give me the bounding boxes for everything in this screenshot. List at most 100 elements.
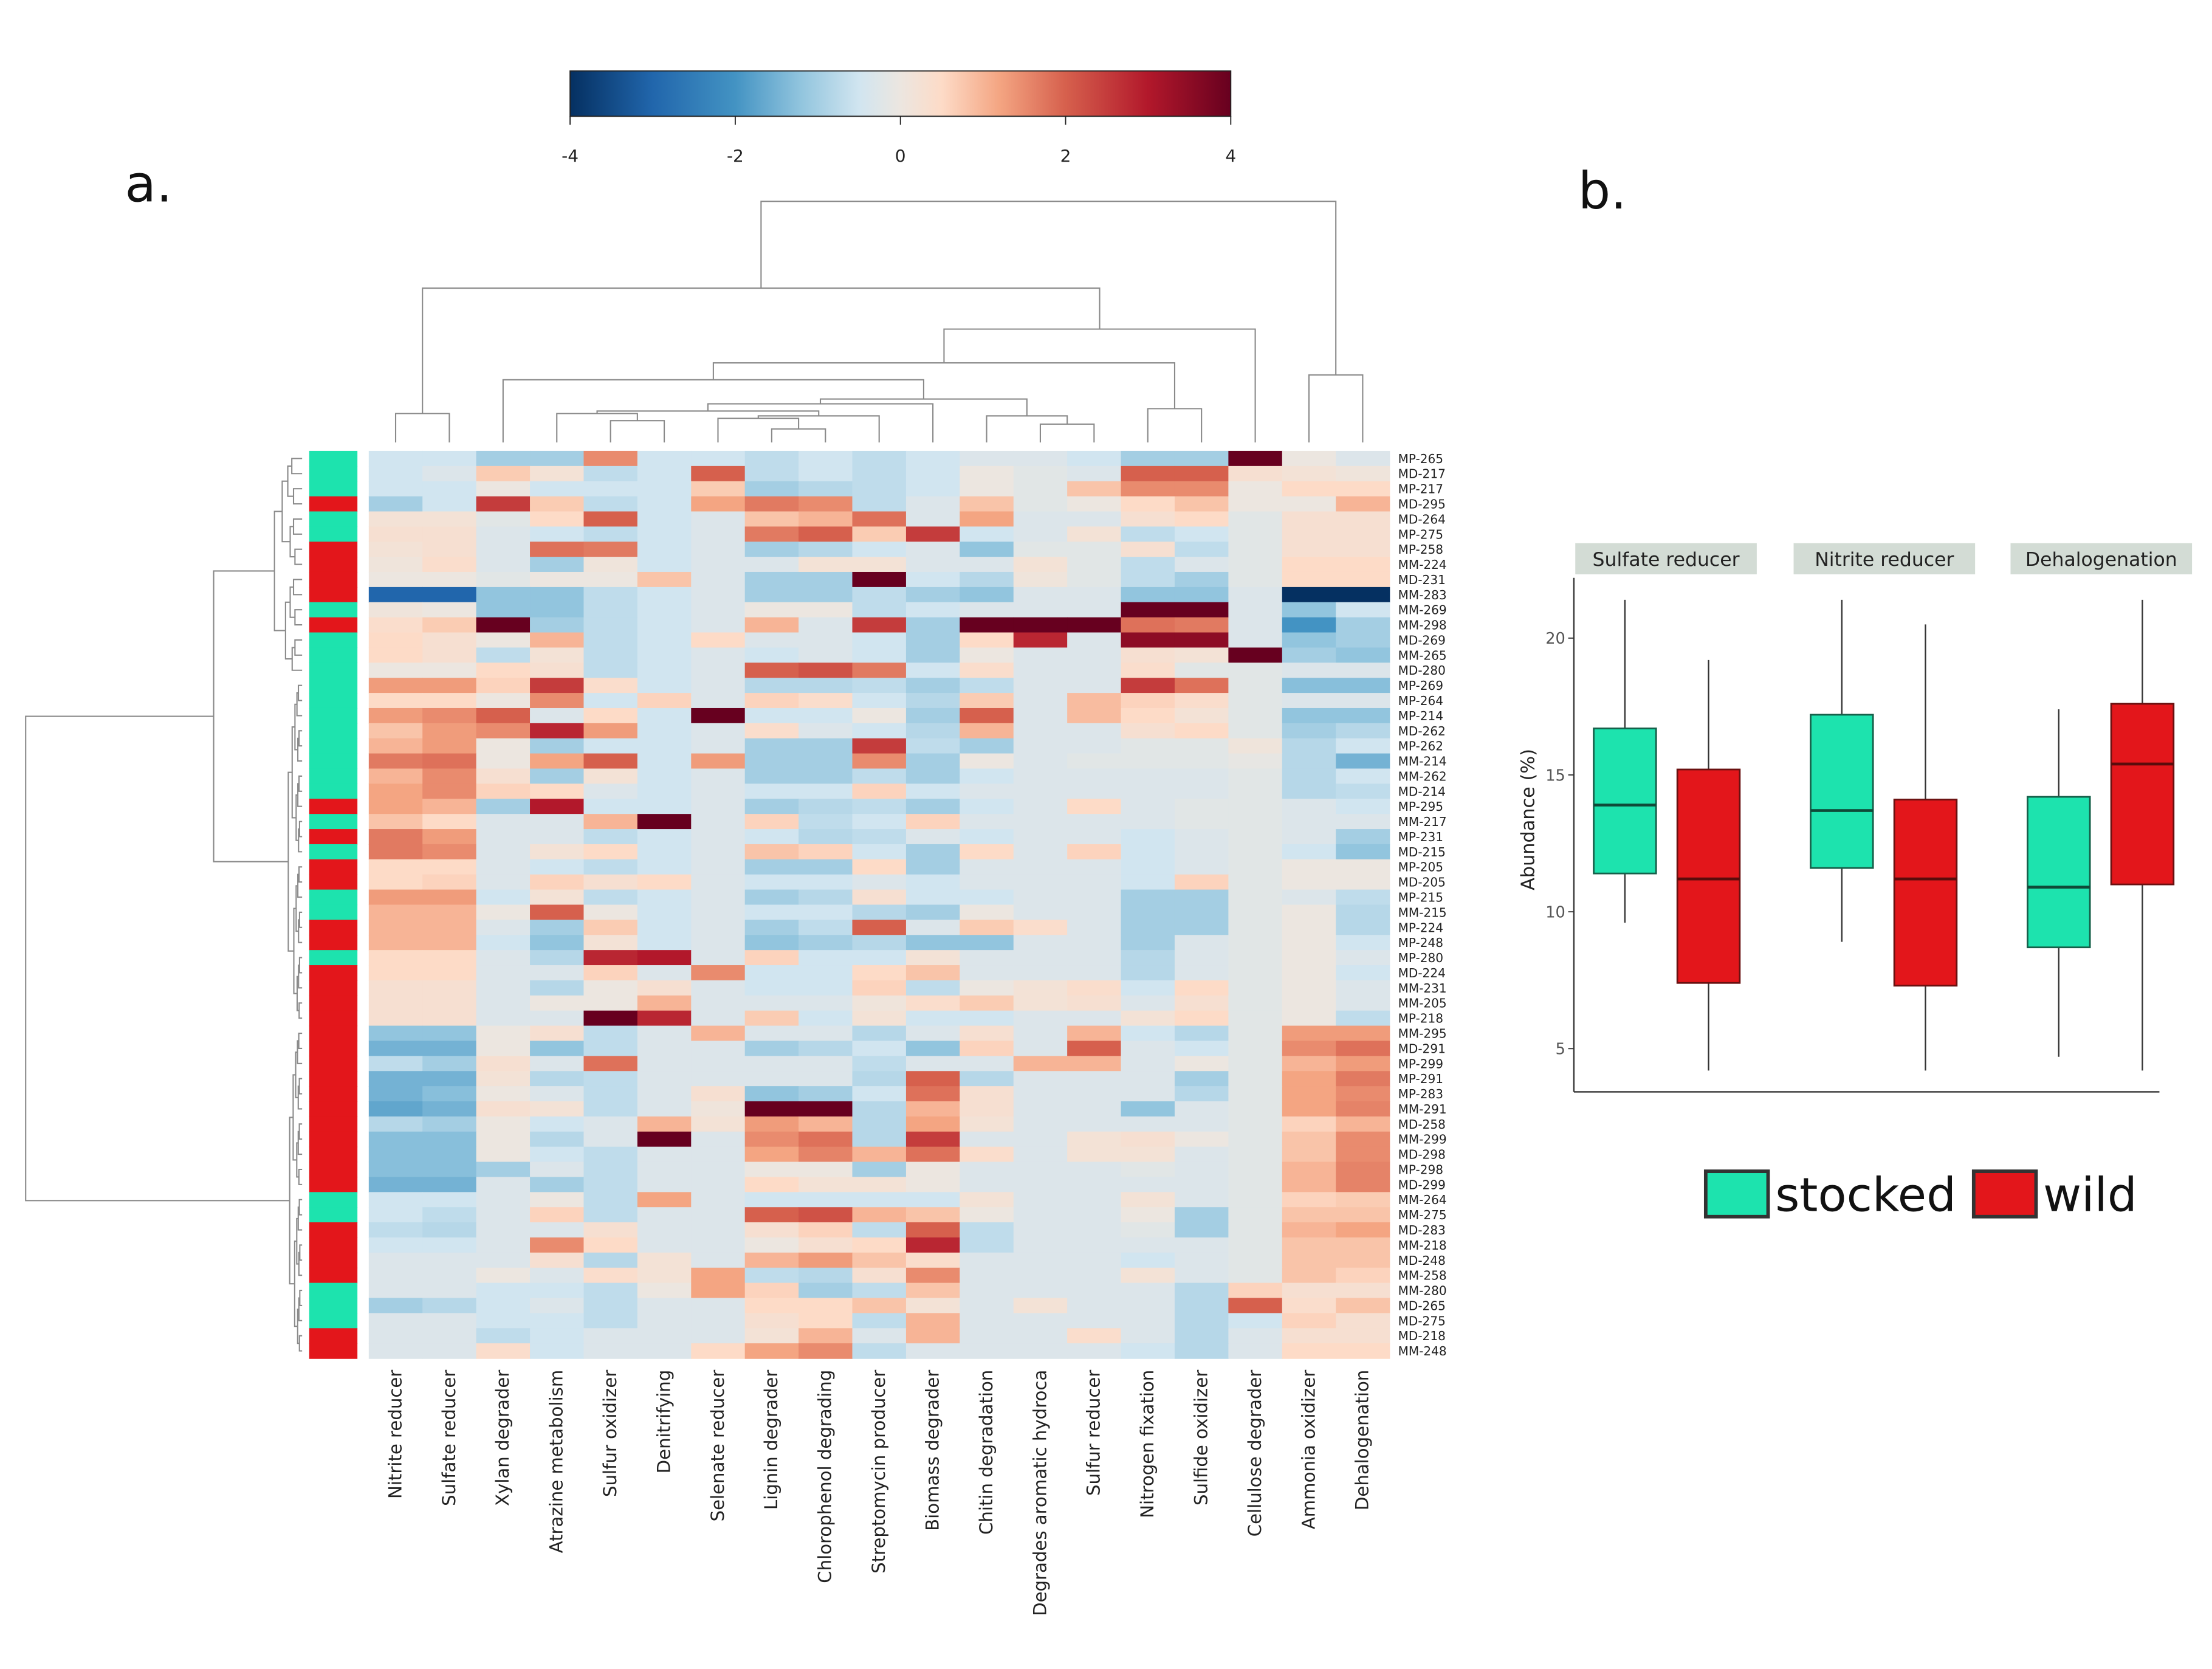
heatmap-cell	[530, 617, 585, 633]
heatmap-cell	[422, 587, 477, 603]
heatmap-cell	[1013, 1101, 1068, 1117]
heatmap-cell	[852, 844, 907, 860]
heatmap-cell	[368, 1131, 423, 1148]
column-label: Biomass degrader	[922, 1370, 943, 1531]
row-dendrogram	[25, 458, 303, 1352]
heatmap-cell	[530, 1192, 585, 1208]
heatmap-cell	[1067, 1161, 1122, 1178]
row-label: MD-231	[1398, 573, 1446, 587]
heatmap-cell	[905, 1267, 961, 1284]
heatmap-cell	[1067, 1177, 1122, 1193]
dendrogram-branch	[298, 911, 303, 928]
heatmap-cell	[1228, 814, 1283, 830]
heatmap-cell	[1013, 1131, 1068, 1148]
heatmap-cell	[691, 950, 746, 966]
row-label: MD-265	[1398, 1298, 1446, 1313]
heatmap-cell	[583, 874, 638, 890]
row-label: MM-218	[1398, 1238, 1447, 1253]
heatmap-cell	[1013, 557, 1068, 573]
heatmap-cell	[691, 571, 746, 588]
heatmap-cell	[583, 1056, 638, 1072]
heatmap-cell	[905, 1010, 961, 1027]
heatmap-cell	[1174, 542, 1229, 557]
heatmap-cell	[852, 617, 907, 633]
heatmap-cell	[744, 481, 799, 497]
heatmap-cell	[799, 707, 853, 724]
heatmap-cell	[1174, 950, 1229, 966]
dendrogram-branch	[299, 1244, 303, 1261]
y-tick-label: 20	[1545, 630, 1565, 648]
heatmap-cell	[422, 844, 477, 860]
heatmap-cell	[476, 950, 531, 966]
heatmap-cell	[1228, 1056, 1283, 1072]
row-label: MD-205	[1398, 875, 1446, 890]
heatmap-cell	[960, 904, 1014, 921]
heatmap-cell	[530, 557, 585, 573]
heatmap-cell	[422, 904, 477, 921]
dendrogram-branch	[294, 609, 303, 626]
heatmap-cell	[799, 1343, 853, 1359]
heatmap-cell	[1067, 1328, 1122, 1344]
heatmap-cell	[1067, 814, 1122, 830]
heatmap-cell	[1067, 1298, 1122, 1314]
row-label: MP-231	[1398, 830, 1443, 844]
heatmap-cell	[1067, 965, 1122, 981]
heatmap-cell	[1282, 1025, 1336, 1042]
heatmap-cell	[852, 1328, 907, 1344]
heatmap-cell	[422, 1071, 477, 1087]
heatmap-cell	[583, 647, 638, 664]
dendrogram-branch	[289, 526, 295, 558]
heatmap-cell	[1282, 904, 1336, 921]
heatmap-cell	[799, 1056, 853, 1072]
heatmap-cell	[1336, 617, 1390, 633]
heatmap-cell	[1174, 844, 1229, 860]
heatmap-cell	[530, 678, 585, 693]
row-label: MD-258	[1398, 1117, 1446, 1132]
group-annotation-wild	[309, 496, 358, 512]
heatmap-cell	[960, 783, 1014, 800]
heatmap-cell	[1228, 799, 1283, 814]
heatmap-cell	[691, 1116, 746, 1132]
heatmap-cell	[422, 920, 477, 935]
row-label: MP-291	[1398, 1072, 1443, 1086]
heatmap-cell	[905, 1252, 961, 1268]
heatmap-cell	[1013, 1116, 1068, 1132]
heatmap-cell	[905, 950, 961, 966]
heatmap-cell	[1067, 783, 1122, 800]
heatmap-cell	[583, 844, 638, 860]
heatmap-cell	[1228, 1222, 1283, 1238]
heatmap-cell	[583, 481, 638, 497]
heatmap-cell	[960, 1056, 1014, 1072]
heatmap-cell	[1228, 1328, 1283, 1344]
heatmap-cell	[583, 904, 638, 921]
heatmap-cell	[1013, 678, 1068, 693]
heatmap-cell	[422, 1177, 477, 1193]
heatmap-cell	[1121, 481, 1175, 497]
heatmap-cell	[852, 647, 907, 664]
heatmap-cell	[476, 1282, 531, 1299]
heatmap-cell	[691, 995, 746, 1011]
legend-swatch-stocked	[1703, 1169, 1770, 1219]
heatmap-cell	[799, 799, 853, 814]
heatmap-cell	[637, 1267, 692, 1284]
heatmap-cell	[1228, 678, 1283, 693]
heatmap-cell	[583, 1282, 638, 1299]
heatmap-cell	[905, 753, 961, 769]
dendrogram-branch	[298, 1002, 303, 1019]
heatmap-cell	[960, 1071, 1014, 1087]
heatmap-cell	[530, 753, 585, 769]
row-label: MP-248	[1398, 935, 1443, 950]
heatmap-cell	[530, 738, 585, 754]
heatmap-cell	[1336, 829, 1390, 845]
group-annotation-wild	[309, 859, 358, 875]
heatmap-cell	[1121, 602, 1175, 618]
heatmap-cell	[1121, 889, 1175, 906]
heatmap-cell	[1228, 874, 1283, 890]
heatmap-cell	[744, 920, 799, 935]
heatmap-cell	[637, 1041, 692, 1057]
dendrogram-branch	[291, 458, 303, 475]
heatmap-cell	[1067, 995, 1122, 1011]
heatmap-cell	[637, 799, 692, 814]
heatmap-cell	[960, 587, 1014, 603]
heatmap-cell	[744, 1313, 799, 1329]
